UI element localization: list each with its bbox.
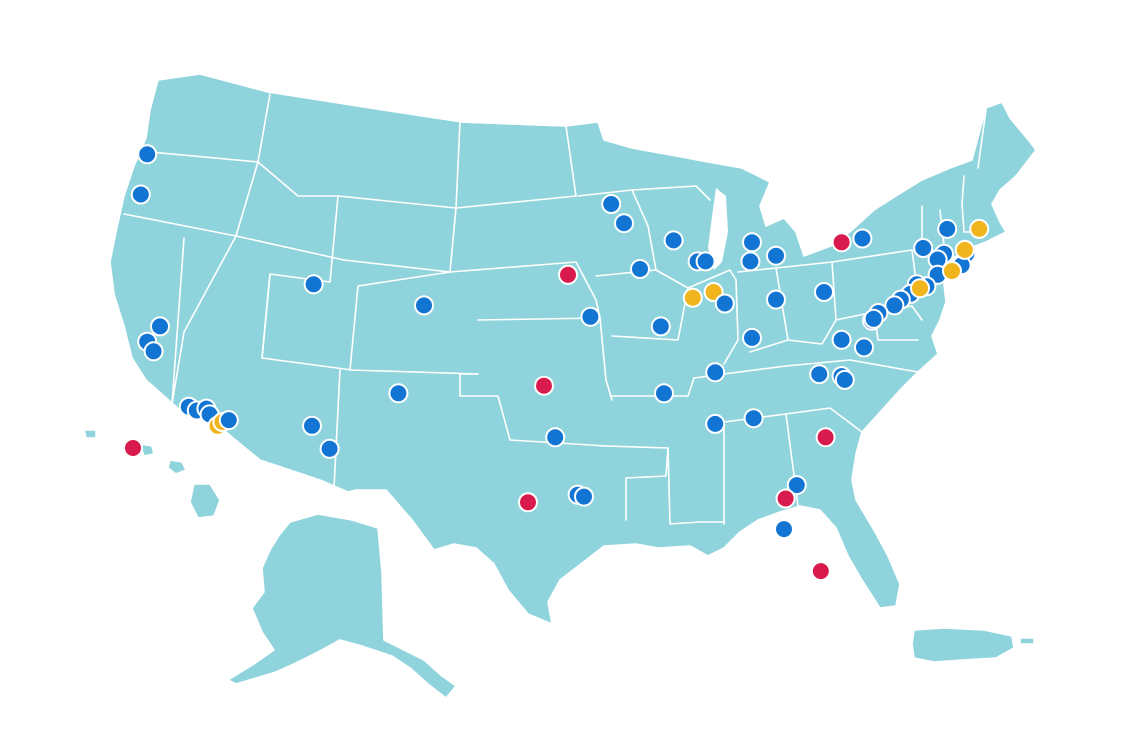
location-marker-red[interactable]: [810, 561, 831, 582]
location-marker-blue[interactable]: [130, 184, 151, 205]
location-marker-blue[interactable]: [743, 408, 764, 429]
contiguous-us-shape: [109, 73, 1037, 625]
location-marker-red[interactable]: [534, 375, 554, 396]
location-marker-gold[interactable]: [954, 239, 975, 260]
hawaii-maui: [167, 459, 187, 475]
location-marker-blue[interactable]: [574, 486, 594, 507]
hawaii-kauai: [83, 429, 97, 439]
location-marker-blue[interactable]: [580, 306, 601, 327]
location-marker-blue[interactable]: [695, 251, 716, 272]
location-marker-blue[interactable]: [654, 383, 674, 404]
location-marker-blue[interactable]: [786, 475, 807, 496]
location-marker-red[interactable]: [123, 438, 143, 458]
lake-michigan-gap: [708, 188, 728, 270]
location-marker-blue[interactable]: [545, 427, 566, 448]
location-marker-gold[interactable]: [682, 287, 703, 308]
location-marker-gold[interactable]: [910, 278, 930, 299]
location-marker-blue[interactable]: [663, 230, 684, 251]
puerto-rico-shape: [911, 627, 1015, 663]
location-marker-blue[interactable]: [137, 144, 158, 165]
location-marker-blue[interactable]: [814, 282, 834, 302]
location-marker-gold[interactable]: [942, 261, 962, 281]
location-marker-blue[interactable]: [714, 293, 735, 314]
alaska-shape: [227, 513, 457, 699]
location-marker-blue[interactable]: [742, 232, 762, 253]
location-marker-blue[interactable]: [388, 383, 409, 404]
location-marker-blue[interactable]: [766, 245, 786, 266]
location-marker-blue[interactable]: [630, 259, 650, 279]
location-marker-blue[interactable]: [937, 218, 958, 239]
location-marker-blue[interactable]: [831, 329, 852, 350]
location-marker-blue[interactable]: [614, 213, 634, 234]
location-marker-blue[interactable]: [774, 519, 794, 540]
hawaii-oahu: [139, 443, 155, 457]
location-marker-blue[interactable]: [650, 316, 671, 337]
location-marker-blue[interactable]: [809, 364, 830, 385]
location-marker-red[interactable]: [815, 427, 836, 448]
location-marker-gold[interactable]: [969, 218, 990, 239]
location-marker-blue[interactable]: [854, 337, 874, 358]
location-marker-blue[interactable]: [834, 369, 855, 390]
location-marker-blue[interactable]: [601, 194, 622, 214]
location-marker-blue[interactable]: [913, 238, 934, 258]
location-marker-red[interactable]: [775, 488, 796, 509]
hawaii-big-island: [189, 483, 221, 519]
location-marker-blue[interactable]: [766, 289, 786, 310]
location-marker-blue[interactable]: [218, 410, 239, 431]
location-marker-blue[interactable]: [742, 327, 762, 348]
location-marker-red[interactable]: [558, 264, 578, 285]
puerto-rico-islet: [1019, 637, 1035, 645]
location-marker-blue[interactable]: [414, 295, 434, 316]
land-layer: [83, 73, 1037, 699]
location-marker-blue[interactable]: [852, 228, 873, 249]
location-marker-blue[interactable]: [705, 362, 726, 383]
marker-layer: [123, 144, 990, 582]
location-marker-blue[interactable]: [863, 308, 884, 329]
location-marker-blue[interactable]: [302, 415, 322, 436]
location-marker-blue[interactable]: [705, 413, 726, 434]
location-marker-blue[interactable]: [319, 438, 340, 459]
location-marker-red[interactable]: [518, 492, 538, 513]
location-marker-blue[interactable]: [143, 341, 164, 362]
location-marker-blue[interactable]: [150, 316, 170, 337]
location-marker-blue[interactable]: [740, 251, 761, 272]
location-marker-red[interactable]: [831, 232, 852, 253]
location-marker-blue[interactable]: [884, 295, 905, 316]
state-borders: [123, 93, 987, 525]
location-marker-blue[interactable]: [303, 274, 324, 295]
